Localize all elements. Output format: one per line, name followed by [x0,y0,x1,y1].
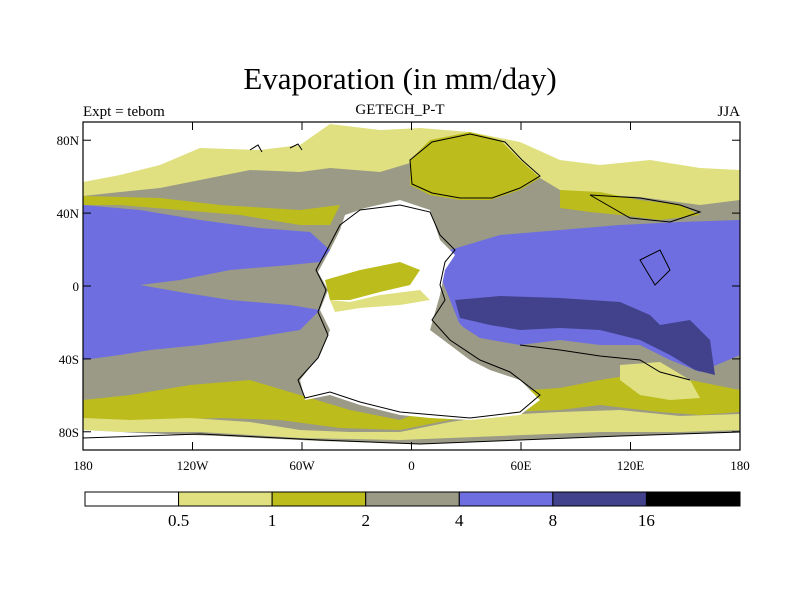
x-tick-label: 180 [73,458,93,473]
x-tick-label: 60E [511,458,532,473]
x-tick-label: 180 [730,458,750,473]
contour-south-patch [620,362,700,400]
y-tick-label: 80N [57,133,80,148]
contour-east-deep-blue [455,296,715,375]
colorbar-label: 1 [268,511,277,530]
season-label: JJA [717,104,740,120]
contour-north-olive-2 [83,196,340,225]
contour-north-white [83,122,740,182]
colorbar-swatch [365,491,460,507]
colorbar-label: 4 [455,511,464,530]
colorbar-swatch [458,491,554,507]
experiment-label: Expt = tebom [83,104,165,120]
x-tick-label: 0 [408,458,415,473]
contour-continent-white [300,200,540,420]
contour-continent-grey [440,300,510,362]
colorbar-swatch [84,491,180,507]
contour-west-blue [83,205,330,360]
map-title: Evaporation (in mm/day) [243,61,557,96]
y-tick-label: 40N [57,206,80,221]
x-tick-label: 60W [289,458,315,473]
colorbar-label: 0.5 [168,511,189,530]
coastlines [82,133,741,445]
y-axis: 80N 40N 0 40S 80S [57,133,740,440]
contour-south-light [83,410,740,440]
x-axis: 180 120W 60W 0 60E 120E 180 [73,122,750,473]
contour-continent-light [330,290,430,312]
colorbar-swatch [178,491,273,507]
contour-north-olive [410,132,540,200]
x-tick-label: 120W [177,458,210,473]
colorbar-swatch [271,491,367,507]
contour-south-olive [83,372,740,430]
x-tick-label: 120E [617,458,645,473]
colorbar-label: 2 [361,511,370,530]
y-tick-label: 40S [59,352,79,367]
dataset-label: GETECH_P-T [355,102,445,118]
colorbar-swatch [645,491,741,507]
y-tick-label: 80S [59,425,79,440]
colorbar: 0.5 1 2 4 8 16 [84,491,741,530]
colorbar-label: 8 [549,511,558,530]
contour-continent-olive [325,262,420,300]
colorbar-swatch [552,491,647,507]
y-tick-label: 0 [73,279,80,294]
map-field [83,122,740,450]
contour-south-white [83,430,740,450]
colorbar-label: 16 [638,511,655,530]
